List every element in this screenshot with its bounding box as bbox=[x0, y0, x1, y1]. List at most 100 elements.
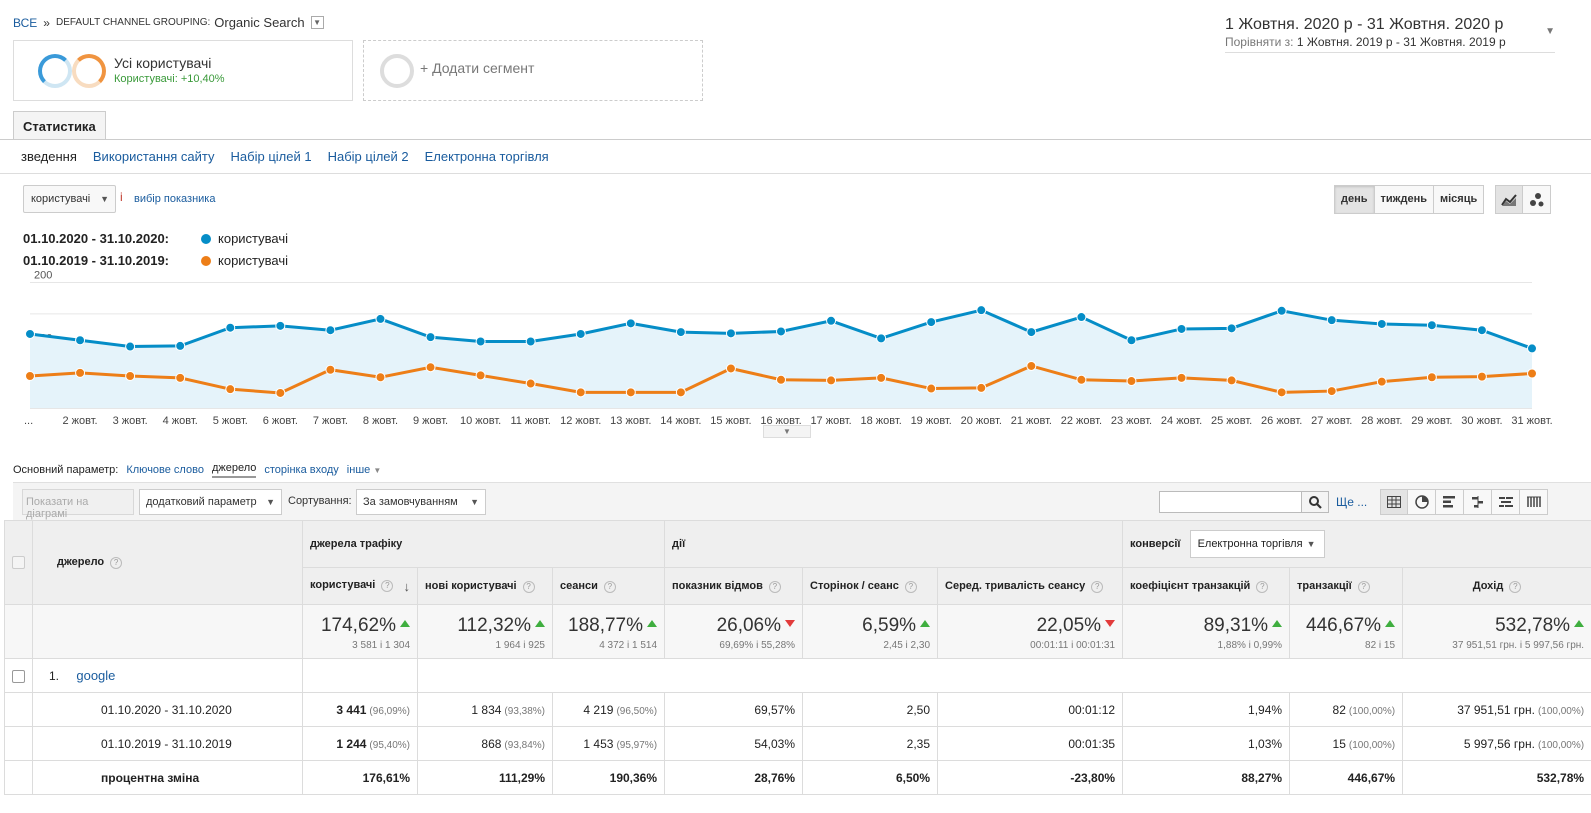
data-point[interactable] bbox=[575, 328, 586, 339]
data-point[interactable] bbox=[475, 336, 486, 347]
data-point[interactable] bbox=[926, 317, 937, 328]
col-header-new-users[interactable]: нові користувачі? bbox=[417, 567, 553, 605]
help-icon[interactable]: ? bbox=[1091, 580, 1104, 593]
data-point[interactable] bbox=[1527, 368, 1537, 379]
sort-select[interactable]: За замовчуванням ▼ bbox=[356, 489, 486, 515]
data-point[interactable] bbox=[325, 325, 336, 336]
data-point[interactable] bbox=[1476, 325, 1487, 336]
dimension-header[interactable]: джерело? bbox=[32, 520, 303, 605]
subnav-goal-set-2[interactable]: Набір цілей 2 bbox=[327, 149, 409, 164]
data-point[interactable] bbox=[75, 335, 86, 346]
data-point[interactable] bbox=[1426, 372, 1437, 383]
data-point[interactable] bbox=[675, 327, 686, 338]
chart-resize-handle[interactable]: ▼ bbox=[763, 425, 811, 438]
date-range-picker[interactable]: 1 Жовтня. 2020 р - 31 Жовтня. 2020 р Пор… bbox=[1225, 16, 1555, 53]
data-point[interactable] bbox=[1026, 360, 1037, 371]
data-point[interactable] bbox=[1426, 320, 1437, 331]
data-point[interactable] bbox=[1527, 343, 1537, 354]
data-point[interactable] bbox=[926, 383, 937, 394]
data-point[interactable] bbox=[275, 320, 286, 331]
col-header-transactions[interactable]: транзакції? bbox=[1289, 567, 1404, 605]
subnav-ecommerce[interactable]: Електронна торгівля bbox=[424, 149, 549, 164]
breadcrumb-all-link[interactable]: ВСЕ bbox=[13, 15, 38, 30]
period-week-button[interactable]: тиждень bbox=[1374, 185, 1434, 214]
data-point[interactable] bbox=[1476, 371, 1487, 382]
col-header-sessions[interactable]: сеанси? bbox=[551, 567, 666, 605]
view-data-button[interactable] bbox=[1380, 489, 1408, 515]
view-comparison-button[interactable] bbox=[1464, 489, 1492, 515]
data-point[interactable] bbox=[25, 328, 35, 339]
subnav-site-usage[interactable]: Використання сайту bbox=[92, 149, 215, 164]
data-point[interactable] bbox=[675, 387, 686, 398]
data-point[interactable] bbox=[1226, 375, 1237, 386]
advanced-filter-link[interactable]: Ще ... bbox=[1336, 495, 1368, 509]
data-point[interactable] bbox=[625, 387, 636, 398]
data-point[interactable] bbox=[826, 315, 837, 326]
data-point[interactable] bbox=[1026, 327, 1037, 338]
data-point[interactable] bbox=[1226, 323, 1237, 334]
segment-all-users[interactable]: Усі користувачі Користувачі: +10,40% bbox=[13, 40, 353, 101]
data-point[interactable] bbox=[725, 328, 736, 339]
data-point[interactable] bbox=[475, 370, 486, 381]
search-button[interactable] bbox=[1301, 491, 1329, 513]
dim-keyword-link[interactable]: Ключове слово bbox=[126, 464, 204, 476]
data-point[interactable] bbox=[1176, 323, 1187, 334]
dim-other-link[interactable]: інше ▼ bbox=[346, 464, 382, 476]
data-point[interactable] bbox=[525, 336, 536, 347]
data-point[interactable] bbox=[175, 372, 186, 383]
data-point[interactable] bbox=[776, 374, 786, 385]
help-icon[interactable]: ? bbox=[1357, 580, 1370, 593]
data-point[interactable] bbox=[1076, 312, 1087, 323]
data-point[interactable] bbox=[1276, 305, 1287, 316]
data-point[interactable] bbox=[225, 322, 236, 333]
data-point[interactable] bbox=[425, 362, 436, 373]
data-point[interactable] bbox=[1276, 387, 1287, 398]
date-range-chevron-icon[interactable]: ▼ bbox=[1545, 26, 1555, 37]
col-header-users[interactable]: користувачі? ↓ bbox=[302, 567, 418, 605]
help-icon[interactable]: ? bbox=[110, 557, 123, 569]
view-term-cloud-button[interactable] bbox=[1492, 489, 1520, 515]
data-point[interactable] bbox=[575, 387, 586, 398]
data-point[interactable] bbox=[976, 305, 987, 316]
secondary-dimension-select[interactable]: додатковий параметр ▼ bbox=[139, 489, 282, 515]
col-header-bounce-rate[interactable]: показник відмов? bbox=[664, 567, 804, 605]
subnav-summary[interactable]: зведення bbox=[21, 149, 77, 164]
help-icon[interactable]: ? bbox=[904, 580, 917, 593]
data-point[interactable] bbox=[1326, 315, 1337, 326]
col-header-revenue[interactable]: Дохід? bbox=[1402, 567, 1591, 605]
data-point[interactable] bbox=[1176, 372, 1187, 383]
row-source-link[interactable]: google bbox=[76, 668, 116, 683]
dim-landing-page-link[interactable]: сторінка входу bbox=[264, 464, 339, 476]
data-point[interactable] bbox=[125, 341, 136, 352]
data-point[interactable] bbox=[1376, 318, 1387, 329]
select-all-checkbox[interactable] bbox=[12, 556, 25, 569]
data-point[interactable] bbox=[525, 378, 536, 389]
data-point[interactable] bbox=[1126, 335, 1137, 346]
data-point[interactable] bbox=[325, 364, 336, 375]
data-point[interactable] bbox=[25, 371, 35, 382]
col-header-transaction-rate[interactable]: коефіцієнт транзакцій? bbox=[1122, 567, 1291, 605]
row-checkbox[interactable] bbox=[12, 669, 25, 683]
help-icon[interactable]: ? bbox=[603, 580, 616, 593]
help-icon[interactable]: ? bbox=[1256, 580, 1269, 593]
sort-arrow-icon[interactable]: ↓ bbox=[403, 578, 411, 594]
help-icon[interactable]: ? bbox=[522, 580, 535, 593]
data-point[interactable] bbox=[425, 332, 436, 343]
period-day-button[interactable]: день bbox=[1334, 185, 1375, 214]
pick-metric-link[interactable]: вибір показника bbox=[134, 193, 216, 205]
data-point[interactable] bbox=[876, 333, 887, 344]
add-segment-button[interactable]: + Додати сегмент bbox=[363, 40, 703, 101]
period-month-button[interactable]: місяць bbox=[1433, 185, 1485, 214]
view-performance-button[interactable] bbox=[1436, 489, 1464, 515]
data-point[interactable] bbox=[976, 382, 987, 393]
data-point[interactable] bbox=[1076, 374, 1087, 385]
subnav-goal-set-1[interactable]: Набір цілей 1 bbox=[230, 149, 312, 164]
data-point[interactable] bbox=[125, 371, 136, 382]
col-header-pages-per-session[interactable]: Сторінок / сеанс? bbox=[802, 567, 939, 605]
conversion-type-select[interactable]: Електронна торгівля ▼ bbox=[1189, 530, 1325, 558]
line-chart-button[interactable] bbox=[1495, 185, 1523, 214]
data-point[interactable] bbox=[776, 326, 786, 337]
view-percentage-button[interactable] bbox=[1408, 489, 1436, 515]
breadcrumb-dropdown-icon[interactable]: ▼ bbox=[310, 16, 324, 29]
help-icon[interactable]: ? bbox=[381, 579, 394, 592]
